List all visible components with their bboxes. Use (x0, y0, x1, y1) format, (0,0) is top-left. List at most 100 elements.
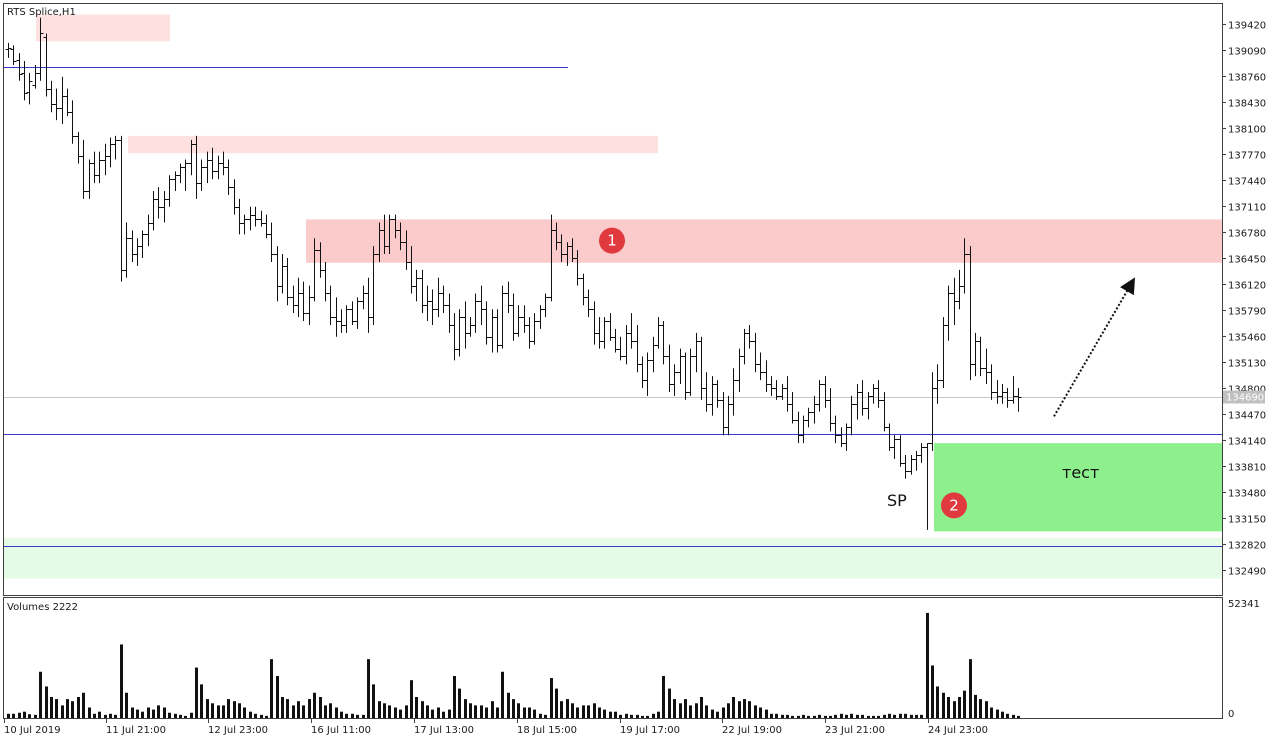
time-tick-label: 18 Jul 15:00 (517, 725, 577, 736)
volume-bar (517, 703, 520, 718)
volume-bar (71, 701, 74, 718)
volume-bar (910, 714, 913, 718)
volume-bar (222, 705, 225, 718)
volume-bar (157, 705, 160, 718)
volume-bar (1006, 713, 1009, 718)
volume-bar (963, 690, 966, 718)
ohlc-bar (456, 309, 463, 357)
ohlc-bar (209, 147, 216, 180)
marker-2-label: 2 (949, 496, 959, 514)
volume-bar (82, 692, 85, 718)
volume-bar (388, 705, 391, 718)
volume-bar (206, 699, 209, 718)
ohlc-bar (440, 285, 447, 314)
demand-zone (934, 443, 1222, 532)
volume-bar (249, 711, 252, 718)
volume-tick-label: 52341 (1228, 599, 1260, 610)
ohlc-bar (902, 454, 909, 479)
volume-bar (603, 709, 606, 718)
ohlc-bar (714, 380, 721, 408)
volume-bar (270, 659, 273, 718)
time-tick-label: 12 Jul 23:00 (208, 725, 268, 736)
ohlc-bar (225, 159, 232, 195)
ohlc-bar (660, 321, 667, 365)
volume-bar (727, 703, 730, 718)
ohlc-bar (1015, 388, 1022, 412)
volume-bar (281, 696, 284, 718)
ohlc-bar (182, 159, 189, 192)
volume-bar (437, 707, 440, 718)
volume-bar (345, 713, 348, 718)
volume-bar (378, 701, 381, 718)
ohlc-bar (499, 285, 506, 349)
volume-bar (184, 715, 187, 718)
volume-bar (351, 713, 354, 718)
ohlc-bar (300, 281, 307, 322)
volume-bar (915, 714, 918, 718)
volume-bar (641, 715, 644, 718)
volume-bar (141, 711, 144, 718)
ohlc-bar (268, 222, 275, 262)
price-tick-label: 134470 (1228, 411, 1266, 422)
ohlc-bar (961, 238, 968, 294)
ohlc-bar (730, 368, 737, 416)
volume-bar (679, 703, 682, 718)
ohlc-bar (558, 234, 565, 262)
volume-bar (539, 713, 542, 718)
ohlc-bar (397, 222, 404, 251)
volume-bar (722, 707, 725, 718)
volume-bar (770, 713, 773, 718)
price-tick-label: 135130 (1228, 359, 1266, 370)
ohlc-bar (773, 380, 780, 400)
volume-bar (877, 715, 880, 718)
volume-bar (125, 692, 128, 718)
volume-bar (98, 711, 101, 718)
ohlc-bar (628, 313, 635, 349)
volume-bar (920, 714, 923, 718)
volume-bar (131, 707, 134, 718)
volume-bar (28, 714, 31, 718)
price-tick-label: 138430 (1228, 99, 1266, 110)
ohlc-bars-layer (5, 17, 1022, 530)
volume-bar (528, 707, 531, 718)
volume-bar (587, 705, 590, 718)
volume-bar (555, 688, 558, 718)
price-tick-label: 132820 (1228, 541, 1266, 552)
volume-bar (34, 714, 37, 718)
volume-bar (926, 612, 929, 718)
volume-bar (453, 675, 456, 718)
price-tick-label: 133150 (1228, 515, 1266, 526)
volume-bar (996, 709, 999, 718)
volume-bar (904, 713, 907, 718)
time-tick-label: 11 Jul 21:00 (106, 725, 166, 736)
volume-bar (61, 705, 64, 718)
ohlc-bar (585, 289, 592, 318)
volume-bar (93, 713, 96, 718)
ohlc-bar (542, 293, 549, 318)
volume-bar (1012, 714, 1015, 718)
volume-bar (276, 675, 279, 718)
volume-bar (297, 701, 300, 718)
zones-layer (4, 14, 1222, 579)
volume-bar (593, 703, 596, 718)
volume-bar (845, 714, 848, 718)
volume-bar (985, 701, 988, 718)
volume-bar (684, 699, 687, 718)
ohlc-bar (284, 258, 291, 306)
ohlc-bar (429, 289, 436, 325)
price-tick-label: 136450 (1228, 255, 1266, 266)
volume-bar (711, 709, 714, 718)
volume-bar (566, 699, 569, 718)
volume-bar (114, 714, 117, 718)
volume-bar (716, 711, 719, 718)
sp-label: SP (887, 491, 907, 510)
volume-bar (571, 703, 574, 718)
marker-1-label: 1 (607, 232, 617, 250)
ohlc-bar (574, 250, 581, 286)
ohlc-bar (96, 151, 103, 184)
ohlc-bar (617, 336, 624, 361)
volume-bar (630, 714, 633, 718)
supply-zone (306, 219, 1222, 263)
